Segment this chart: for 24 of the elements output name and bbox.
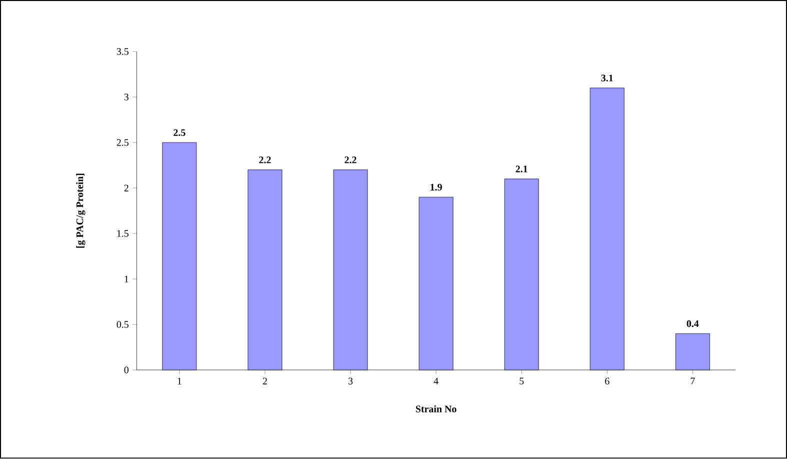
y-tick-label: 1.5 (117, 230, 129, 238)
data-label: 2.1 (516, 166, 528, 173)
y-tick-label: 3.5 (116, 48, 129, 56)
x-tick-label: 2 (262, 378, 267, 385)
y-tick-label: 3 (124, 94, 129, 101)
y-axis-title: [g PAC/g Protein] (76, 174, 86, 248)
data-label: 3.1 (601, 74, 613, 82)
y-tick-label: 2.5 (116, 139, 129, 146)
y-tick-label: 1 (124, 276, 128, 282)
data-label: 2.5 (174, 129, 186, 136)
y-tick-label: 0.5 (116, 321, 129, 328)
x-axis-title: Strain No (416, 406, 456, 413)
x-tick-label: 7 (690, 378, 695, 384)
data-label: 2.2 (259, 156, 271, 164)
x-tick-label: 4 (434, 378, 438, 385)
data-label: 0.4 (686, 320, 699, 328)
data-label: 1.9 (430, 184, 442, 191)
y-tick-label: 2 (124, 184, 128, 192)
x-tick-label: 5 (520, 378, 524, 385)
x-tick-label: 1 (178, 378, 182, 385)
x-tick-label: 3 (348, 378, 353, 385)
y-tick-label: 0 (124, 366, 129, 374)
data-label: 2.2 (344, 156, 356, 164)
x-tick-label: 6 (605, 378, 610, 385)
